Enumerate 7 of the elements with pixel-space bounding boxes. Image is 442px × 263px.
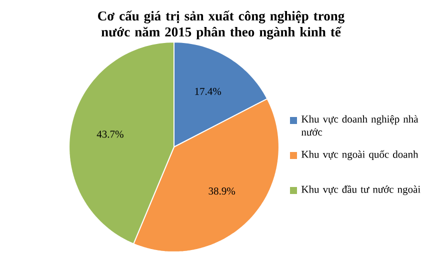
- data-label: 17.4%: [195, 88, 222, 95]
- legend-label: Khu vực doanh nghiệp nhà nước: [301, 115, 418, 136]
- data-label: 38.9%: [208, 188, 236, 195]
- legend-label: Khu vực ngoài quốc doanh: [302, 150, 418, 160]
- data-label: 43.7%: [96, 130, 124, 138]
- legend-label: Khu vực đầu tư nước ngoài: [302, 185, 420, 196]
- chart-title: Cơ cấu giá trị sản xuất công nghiệp trong nước năm 2015 phân theo ngành kinh tế: [98, 10, 345, 40]
